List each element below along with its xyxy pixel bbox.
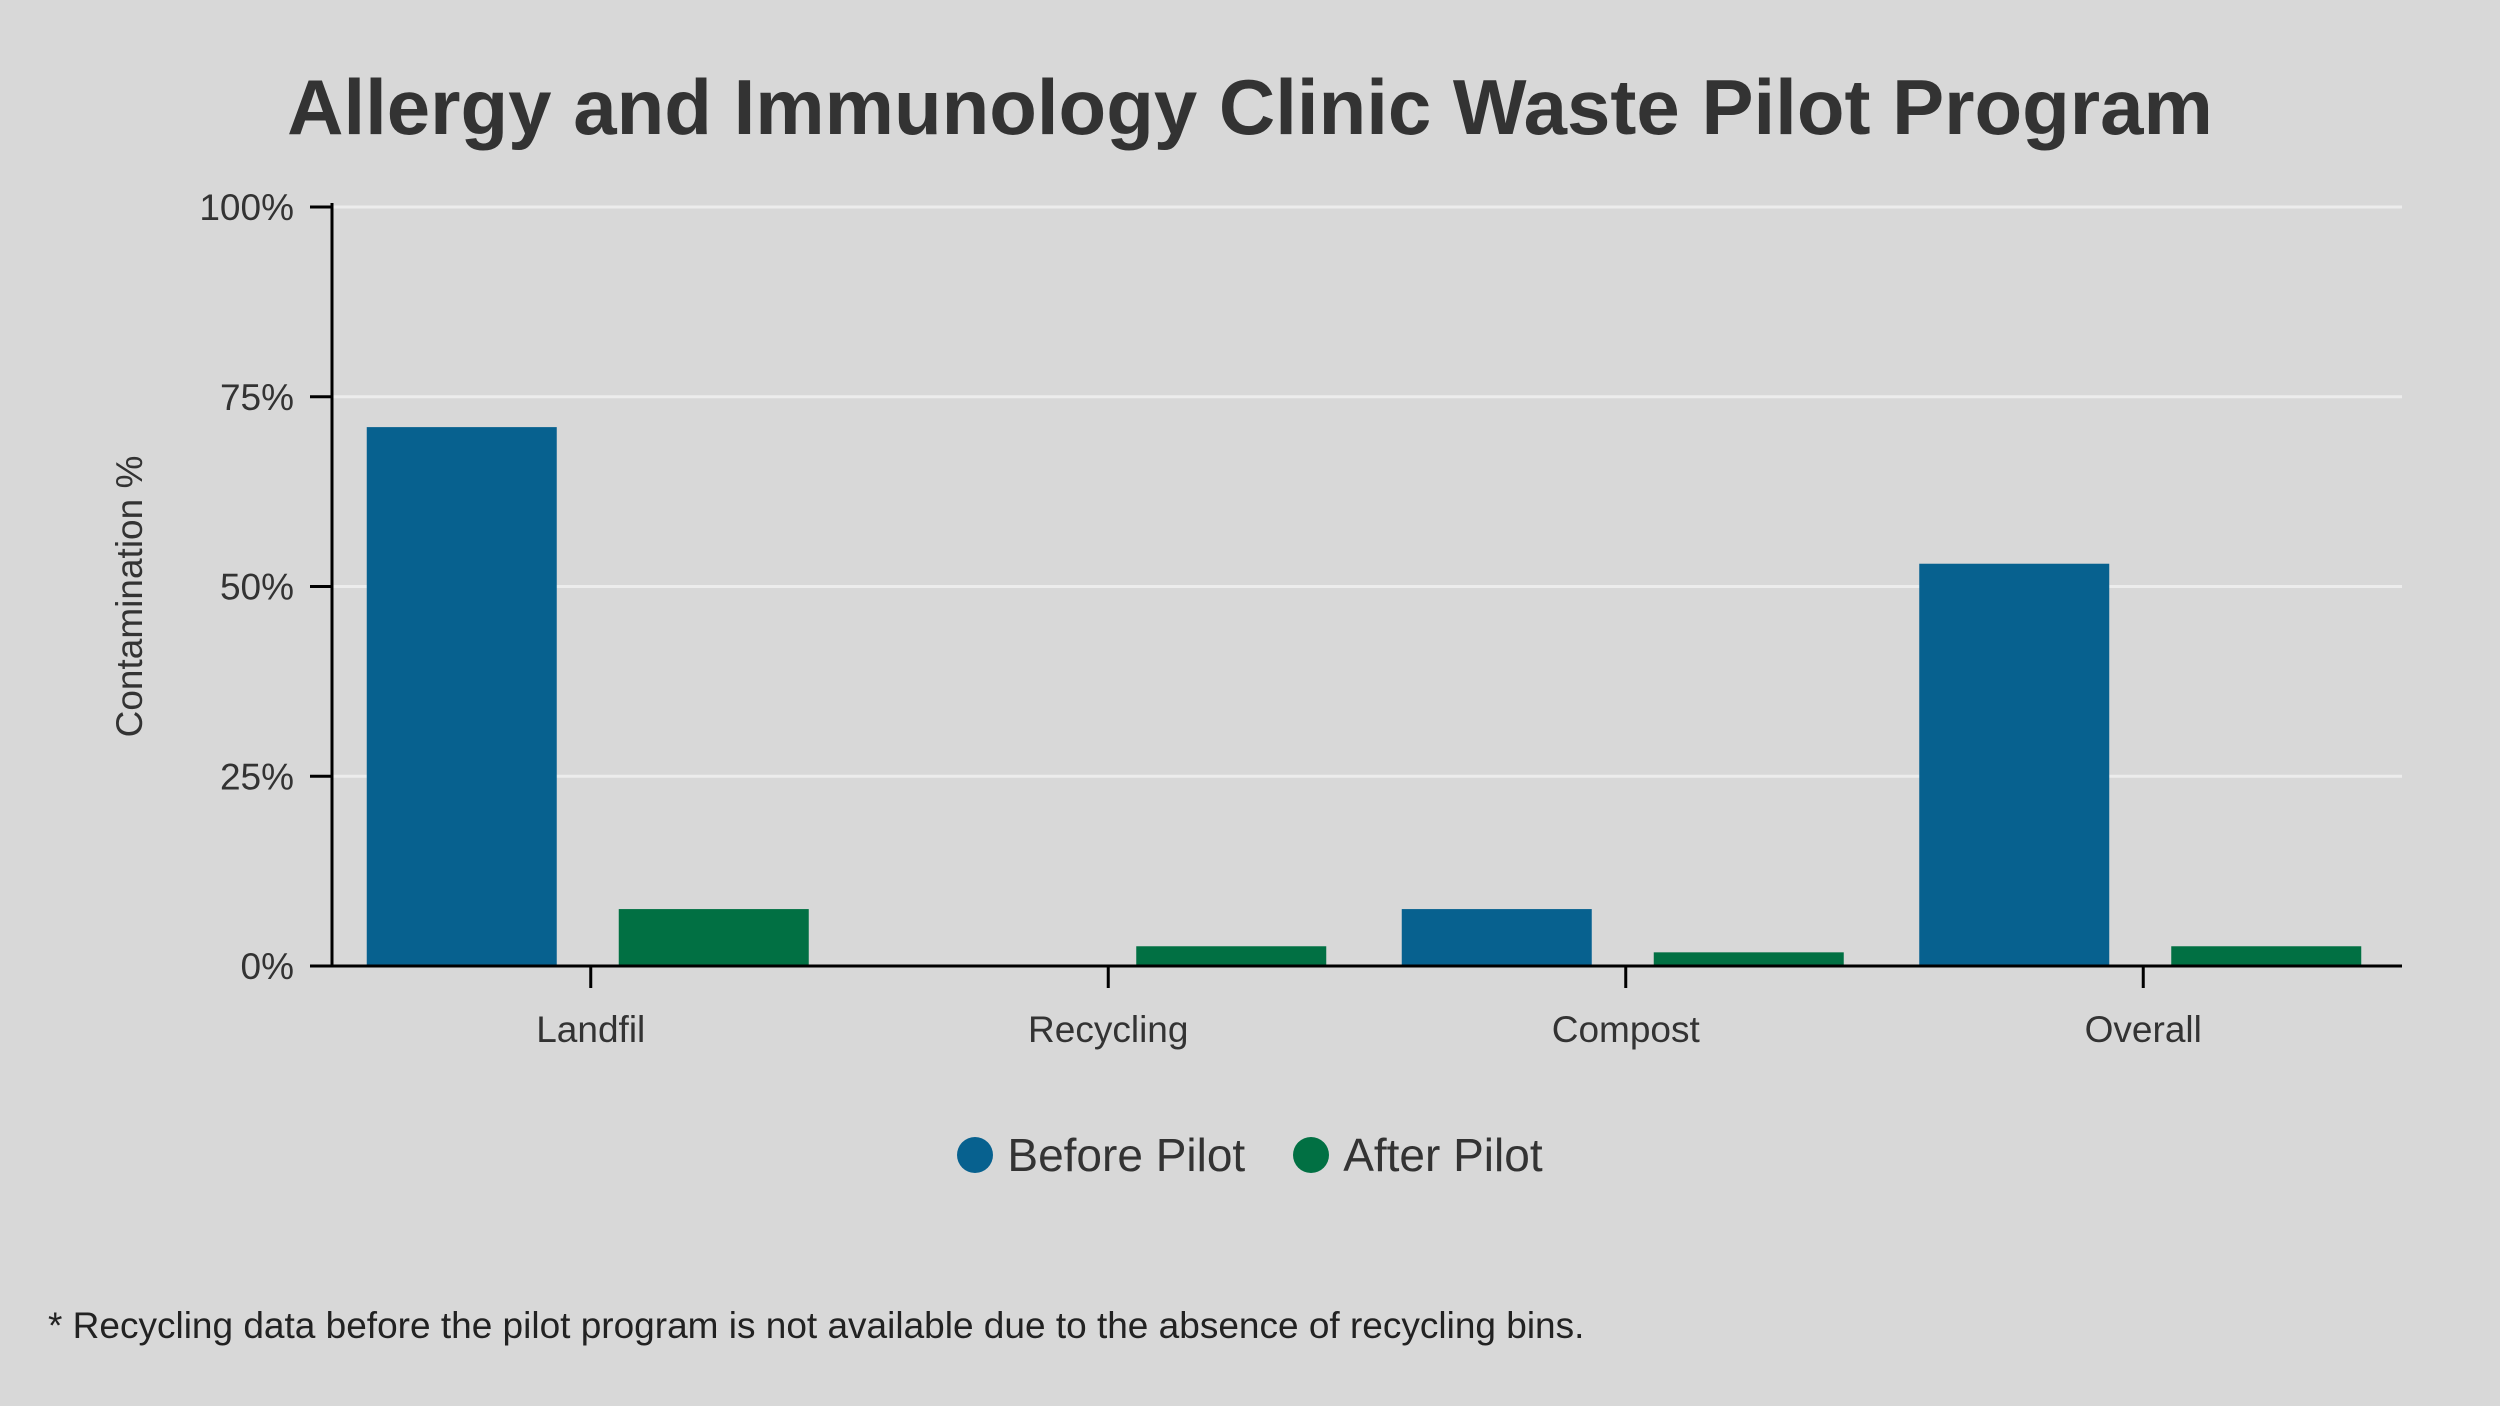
x-tick-label: Compost	[1552, 1009, 1701, 1050]
legend-item-before: Before Pilot	[957, 1128, 1245, 1182]
x-tick-label: Recycling	[1028, 1009, 1188, 1050]
y-axis-label: Contamination %	[109, 456, 150, 738]
y-tick-label: 25%	[220, 756, 294, 797]
legend: Before Pilot After Pilot	[0, 1128, 2500, 1182]
footnote: * Recycling data before the pilot progra…	[48, 1305, 1585, 1346]
bar-after	[618, 909, 809, 966]
bar-before	[1919, 563, 2110, 966]
legend-item-after: After Pilot	[1293, 1128, 1543, 1182]
bar-after	[2171, 946, 2362, 966]
bar-before	[366, 427, 557, 966]
bar-before	[1401, 909, 1592, 966]
bar-after	[1136, 946, 1327, 966]
x-tick-label: Overall	[2085, 1009, 2202, 1050]
legend-marker-after	[1293, 1137, 1330, 1173]
y-tick-label: 50%	[220, 567, 294, 608]
y-tick-label: 75%	[220, 377, 294, 418]
x-tick-label: Landfil	[536, 1009, 645, 1050]
y-tick-label: 100%	[199, 187, 294, 228]
legend-marker-before	[957, 1137, 994, 1173]
legend-label-after: After Pilot	[1343, 1129, 1543, 1181]
bar-after	[1653, 952, 1844, 966]
legend-label-before: Before Pilot	[1007, 1129, 1246, 1181]
chart-title: Allergy and Immunology Clinic Waste Pilo…	[287, 63, 2213, 151]
y-tick-label: 0%	[241, 946, 294, 987]
